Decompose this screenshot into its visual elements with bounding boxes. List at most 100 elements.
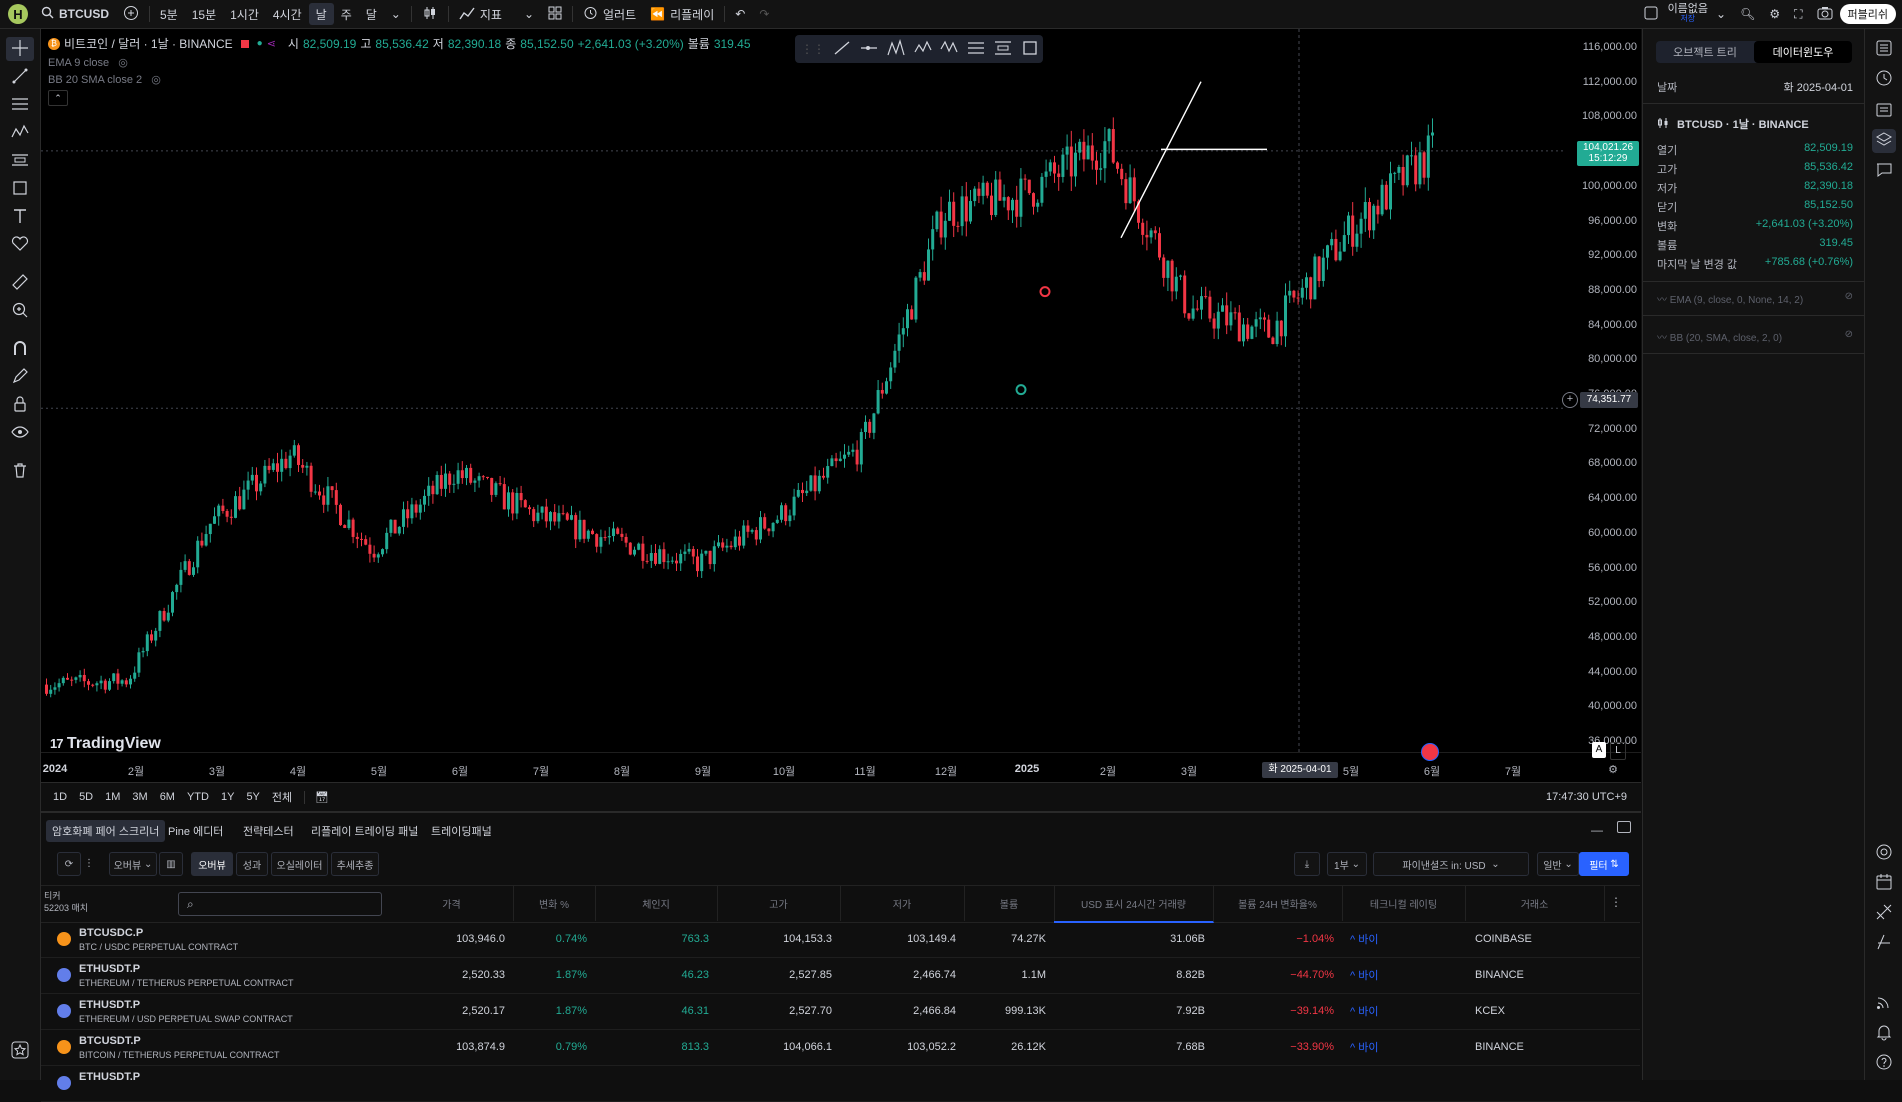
auto-scale-toggle[interactable]: A [1592, 742, 1606, 758]
filter-button[interactable]: 필터 ⇅ [1579, 852, 1629, 876]
help-button[interactable] [1872, 1051, 1896, 1075]
crosshair-tool[interactable] [6, 37, 34, 61]
magnet-tool[interactable] [6, 337, 34, 361]
col-high[interactable]: 고가 [717, 885, 841, 921]
ticker-symbol[interactable]: BTCUSDT.P [79, 1035, 141, 1047]
events-flag-icon[interactable] [1421, 743, 1439, 761]
ticker-symbol[interactable]: ETHUSDT.P [79, 1071, 141, 1083]
time-axis[interactable]: 2024 2월 3월 4월 5월 6월 7월 8월 9월 10월 11월 12월 2025 2월 3월 5월 6… [41, 752, 1641, 783]
snapshot-button[interactable] [1810, 0, 1840, 28]
draw-wave-button[interactable] [912, 38, 933, 60]
hotlist-button[interactable] [1872, 931, 1896, 955]
indicator-bb-row[interactable]: BB 20 SMA close 2 ◎ [48, 73, 751, 86]
add-symbol-button[interactable] [116, 0, 146, 28]
range-6m[interactable]: 6M [159, 791, 175, 803]
range-3m[interactable]: 3M [132, 791, 148, 803]
draw-channel-button[interactable] [993, 38, 1014, 60]
col-volume-change[interactable]: 볼륨 24H 변화율% [1213, 885, 1343, 921]
bb-row[interactable]: 〰 BB (20, SMA, close, 2, 0) ⊘ [1657, 329, 1853, 344]
indicator-ema-row[interactable]: EMA 9 close ◎ [48, 56, 751, 69]
interval-15m[interactable]: 15분 [191, 7, 217, 22]
tab-strategy-tester[interactable]: 전략테스터 [243, 826, 294, 838]
layout-selector[interactable]: 이름없음 저장 ⌄ [1637, 0, 1734, 28]
maximize-panel-button[interactable] [1617, 821, 1631, 833]
tab-data-window[interactable]: 데이터윈도우 [1754, 41, 1852, 63]
fullscreen-button[interactable]: ⛶ [1787, 0, 1809, 28]
tab-trading-panel[interactable]: 트레이딩패널 [431, 826, 492, 838]
settings-button[interactable]: ⚙ [1762, 0, 1787, 28]
chart-type-button[interactable] [415, 0, 445, 28]
pairs-filter-select[interactable]: 파이낸셜즈 in: USD ⌄ [1373, 852, 1529, 876]
notifications-button[interactable] [1872, 1021, 1896, 1045]
stay-drawing-tool[interactable] [6, 365, 34, 389]
indicators-button[interactable]: 지표 ⌄ [452, 0, 541, 28]
collapse-legend-button[interactable]: ⌃ [48, 90, 68, 106]
col-change-pct[interactable]: 변화 % [513, 885, 596, 921]
col-low[interactable]: 저가 [840, 885, 965, 921]
ticker-symbol[interactable]: ETHUSDT.P [79, 999, 141, 1011]
eye-off-icon[interactable]: ⊘ [1844, 291, 1853, 302]
eye-off-icon[interactable]: ◎ [151, 74, 161, 86]
publish-button[interactable]: 퍼블리쉬 [1839, 4, 1896, 24]
range-5y[interactable]: 5Y [246, 791, 260, 803]
user-avatar[interactable]: H [8, 4, 28, 24]
range-5d[interactable]: 5D [79, 791, 94, 803]
col-change[interactable]: 체인지 [595, 885, 718, 921]
interval-1d[interactable]: 날 [308, 3, 334, 25]
col-volume[interactable]: 볼륨 [964, 885, 1055, 921]
table-settings-button[interactable]: ⋮ [1610, 895, 1622, 909]
range-1d[interactable]: 1D [53, 791, 68, 803]
watchlist-button[interactable] [1872, 37, 1896, 61]
undo-button[interactable]: ↶ [728, 0, 752, 28]
ticker-symbol[interactable]: ETHUSDT.P [79, 963, 141, 975]
alerts-button[interactable] [1872, 67, 1896, 91]
chart-settings-gear-icon[interactable]: ⚙ [1608, 764, 1618, 776]
legend-title[interactable]: 비트코인 / 달러 · 1날 · BINANCE [64, 37, 233, 51]
pine-button[interactable] [1872, 901, 1896, 925]
calendar-button[interactable] [1872, 871, 1896, 895]
text-tool[interactable] [6, 205, 34, 229]
col-price[interactable]: 가격 [390, 885, 514, 921]
remove-drawings-tool[interactable] [6, 459, 34, 483]
hide-drawings-tool[interactable] [6, 421, 34, 445]
news-button[interactable] [1872, 99, 1896, 123]
goto-date-calendar-icon[interactable]: 📅︎ [304, 790, 335, 804]
table-row[interactable]: BTCUSDC.P BTC / USDC PERPETUAL CONTRACT 10… [41, 921, 1640, 958]
interval-4h[interactable]: 4시간 [272, 7, 302, 22]
symbol-search-button[interactable]: BTCUSD [34, 0, 116, 28]
table-row[interactable]: ETHUSDT.P ETHEREUM / USD PERPETUAL SWAP C… [41, 993, 1640, 1030]
quick-search-button[interactable]: 🔍︎ [1733, 0, 1762, 28]
range-1m[interactable]: 1M [105, 791, 121, 803]
more-options-button[interactable]: ⋮ [81, 852, 97, 874]
tab-object-tree[interactable]: 오브젝트 트리 [1673, 47, 1737, 59]
chart-pane[interactable] [41, 29, 1641, 809]
interval-dropdown[interactable]: ⌄ [384, 0, 408, 28]
zoom-tool[interactable] [6, 299, 34, 323]
draw-line-button[interactable] [832, 38, 853, 60]
add-alert-plus-icon[interactable]: + [1562, 392, 1578, 408]
shape-tool[interactable] [6, 177, 34, 201]
range-ytd[interactable]: YTD [186, 791, 209, 803]
log-scale-toggle[interactable]: L [1610, 742, 1626, 760]
icons-tool[interactable] [6, 233, 34, 257]
chat-button[interactable] [1872, 159, 1896, 183]
ideas-button[interactable] [1872, 841, 1896, 865]
streams-button[interactable] [1872, 991, 1896, 1015]
interval-1w[interactable]: 주 [340, 7, 352, 22]
ema-row[interactable]: 〰 EMA (9, close, 0, None, 14, 2) ⊘ [1657, 291, 1853, 306]
interval-1m[interactable]: 달 [365, 7, 377, 22]
trendline-tool[interactable] [6, 65, 34, 89]
columns-button[interactable]: ▥ [159, 852, 183, 876]
draw-range-button[interactable] [966, 38, 987, 60]
table-row[interactable]: ETHUSDT.P ETHEREUM / TETHERUS PERPETUAL C… [41, 957, 1640, 994]
drag-handle-icon[interactable]: ⋮⋮ [801, 42, 825, 56]
clock-timezone[interactable]: 17:47:30 UTC+9 [1545, 791, 1627, 803]
period-select[interactable]: 1부 ⌄ [1327, 852, 1367, 876]
eye-off-icon[interactable]: ◎ [118, 57, 128, 69]
view-trend[interactable]: 추세추종 [331, 852, 379, 876]
draw-zigzag-button[interactable] [939, 38, 960, 60]
view-performance[interactable]: 성과 [236, 852, 268, 876]
download-button[interactable]: ⤓ [1294, 852, 1320, 876]
eye-off-icon[interactable]: ⊘ [1844, 329, 1853, 340]
tab-crypto-screener[interactable]: 암호화폐 페어 스크리너 [46, 820, 166, 842]
